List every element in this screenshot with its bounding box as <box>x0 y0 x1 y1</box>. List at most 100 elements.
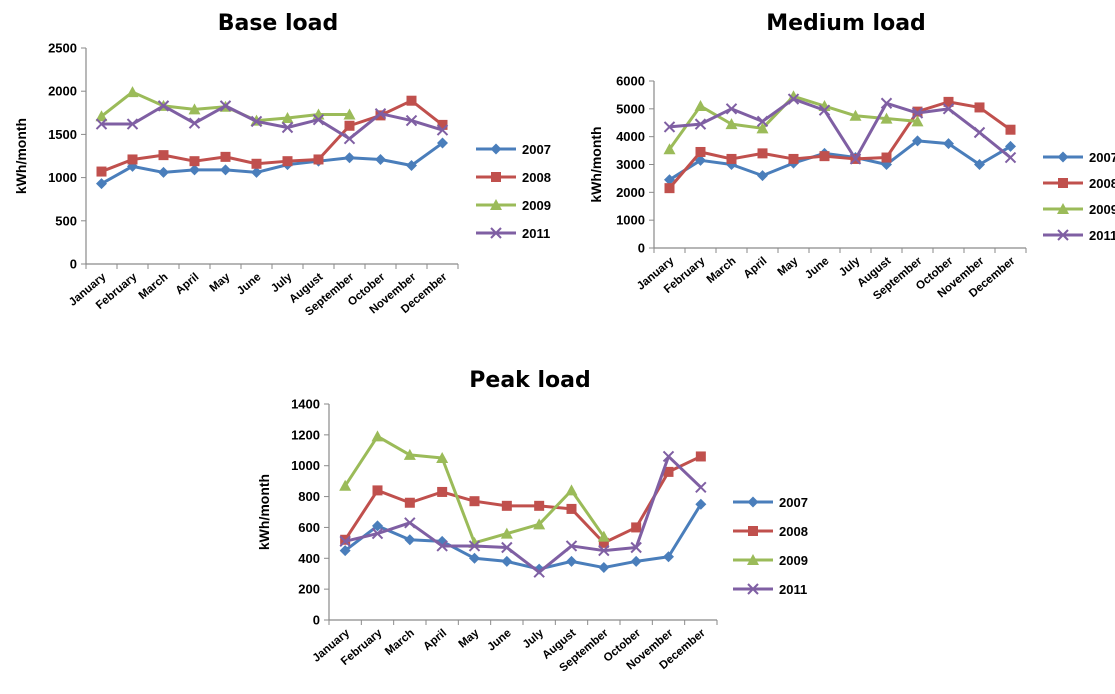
y-tick-label: 1000 <box>616 213 645 228</box>
data-point <box>880 97 893 109</box>
data-point <box>372 520 383 532</box>
data-point <box>598 537 609 548</box>
x-tick-label: May <box>208 271 233 295</box>
data-point <box>95 118 108 130</box>
legend-label: 2009 <box>522 198 551 213</box>
series-2007 <box>339 498 707 575</box>
legend-label: 2011 <box>1089 228 1115 243</box>
data-point <box>127 154 138 165</box>
chart-title: Peak load <box>469 368 590 393</box>
series-line <box>100 99 444 173</box>
data-point <box>787 93 800 105</box>
data-point <box>189 156 200 167</box>
data-point <box>819 151 830 162</box>
data-point <box>501 555 513 567</box>
x-tick-label: July <box>521 627 547 651</box>
data-point <box>849 153 862 165</box>
legend-entry: 2007 <box>476 142 551 157</box>
data-point <box>973 126 986 139</box>
data-point <box>251 158 262 169</box>
data-point <box>534 500 545 511</box>
data-point <box>694 118 707 130</box>
data-point <box>436 540 448 552</box>
legend-marker <box>490 227 502 239</box>
data-point <box>756 115 769 128</box>
data-point <box>942 103 955 115</box>
series-2011 <box>663 93 1017 165</box>
data-point <box>405 114 418 127</box>
data-point <box>126 86 139 98</box>
y-tick-label: 0 <box>638 241 645 256</box>
data-point <box>339 479 352 491</box>
data-point <box>281 121 294 134</box>
data-point <box>881 152 892 163</box>
data-point <box>406 160 417 172</box>
legend-marker <box>748 526 758 536</box>
data-point <box>404 534 416 546</box>
data-point <box>344 152 355 164</box>
data-point <box>818 104 831 116</box>
data-point <box>371 527 384 540</box>
series-line <box>343 455 702 545</box>
x-tick-label: March <box>383 627 417 658</box>
legend-entry: 2009 <box>733 553 808 568</box>
data-point <box>663 121 676 133</box>
x-tick-label: April <box>421 627 449 653</box>
data-point <box>374 107 387 120</box>
data-point <box>1005 140 1016 152</box>
data-point <box>726 153 737 164</box>
data-point <box>436 124 449 136</box>
x-tick-label: July <box>837 255 863 279</box>
chart-2: Peak load0200400600800100012001400Januar… <box>256 368 808 675</box>
series-2008 <box>96 95 448 177</box>
data-point <box>695 481 707 494</box>
legend-marker <box>490 199 502 210</box>
data-point <box>787 90 800 102</box>
series-line <box>343 434 606 545</box>
data-point <box>158 150 169 161</box>
data-point <box>339 535 351 548</box>
data-point <box>469 552 480 564</box>
x-tick-label: July <box>269 271 295 295</box>
y-tick-label: 800 <box>298 489 320 504</box>
data-point <box>598 544 610 557</box>
legend-label: 2009 <box>779 553 808 568</box>
data-point <box>598 562 610 574</box>
x-tick-label: June <box>803 255 831 281</box>
legend-label: 2011 <box>522 226 550 241</box>
data-point <box>404 517 416 529</box>
legend-label: 2008 <box>1089 176 1115 191</box>
data-point <box>943 138 954 150</box>
legend-label: 2007 <box>1089 150 1115 165</box>
data-point <box>533 566 545 578</box>
legend-marker <box>747 554 759 565</box>
legend-entry: 2008 <box>476 170 551 185</box>
data-point <box>1005 124 1016 135</box>
legend-marker <box>1057 151 1069 163</box>
data-point <box>695 451 706 462</box>
data-point <box>974 159 985 170</box>
data-point <box>565 540 578 552</box>
y-tick-label: 500 <box>55 213 77 228</box>
series-2008 <box>340 451 706 548</box>
data-point <box>157 100 170 112</box>
series-line <box>100 141 444 185</box>
data-point <box>974 102 985 113</box>
data-point <box>695 154 706 166</box>
x-tick-label: April <box>174 271 202 297</box>
legend-label: 2007 <box>779 495 808 510</box>
data-point <box>126 118 139 130</box>
data-point <box>664 174 675 186</box>
data-point <box>403 448 416 460</box>
data-point <box>343 133 356 145</box>
legend-marker <box>491 172 501 182</box>
y-tick-label: 400 <box>298 551 320 566</box>
data-point <box>630 541 642 554</box>
chart-title: Base load <box>218 11 339 36</box>
data-point <box>630 555 642 567</box>
data-point <box>95 110 108 122</box>
y-tick-label: 5000 <box>616 101 645 116</box>
data-point <box>662 450 675 463</box>
data-point <box>565 484 578 496</box>
